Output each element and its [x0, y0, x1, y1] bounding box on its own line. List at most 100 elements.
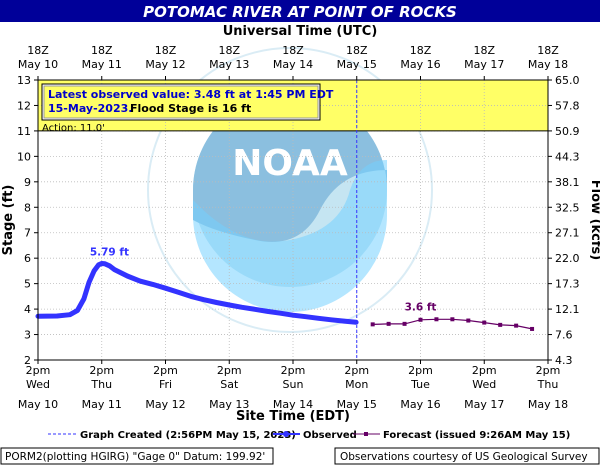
observed-point: [316, 316, 321, 321]
legend-graph-created: Graph Created (2:56PM May 15, 2023): [80, 430, 296, 441]
bottom-tick-time: 2pm: [472, 364, 497, 377]
y-right-tick-label: 38.1: [555, 176, 580, 189]
bottom-tick-time: 2pm: [153, 364, 178, 377]
top-tick-date: May 13: [209, 58, 249, 71]
top-tick-date: May 11: [82, 58, 122, 71]
data-label: 3.6 ft: [405, 301, 437, 313]
y-tick-label: 8: [24, 201, 31, 214]
top-tick-time: 18Z: [537, 44, 559, 57]
bottom-tick-date: May 13: [209, 398, 249, 411]
x-axis-title: Site Time (EDT): [236, 409, 350, 424]
y-right-tick-label: 22.0: [555, 252, 580, 265]
latest-value-date: 15-May-2023.: [48, 102, 132, 115]
forecast-point: [450, 317, 455, 322]
axes: 2 3 4 5 6 7 8 9 10 11 12 13 4.3 7.6 12.1 17.3 22.0 27.1 32…: [17, 44, 580, 411]
bottom-tick-day: Thu: [90, 378, 112, 391]
y-tick-label: 5: [24, 278, 31, 291]
observed-point: [188, 294, 194, 299]
bottom-tick-day: Sun: [283, 378, 304, 391]
legend-forecast: Forecast (issued 9:26AM May 15): [383, 430, 570, 441]
observed-point: [107, 263, 112, 269]
latest-value-box: Latest observed value: 3.48 ft at 1:45 P…: [41, 83, 334, 121]
observed-point: [176, 290, 181, 295]
footer-left-box: [0, 447, 274, 465]
bottom-tick-day: Fri: [159, 378, 172, 391]
top-tick-time: 18Z: [27, 44, 49, 57]
y-axis-right-title: Flow (kcfs): [588, 180, 600, 260]
forecast-point: [370, 322, 375, 327]
top-tick-time: 18Z: [282, 44, 304, 57]
y-right-tick-label: 65.0: [555, 74, 580, 87]
top-tick-time: 18Z: [91, 44, 113, 57]
observed-point: [137, 278, 143, 284]
legend: Graph Created (2:56PM May 15, 2023) Obse…: [48, 430, 570, 441]
forecast-point: [418, 317, 423, 322]
bottom-tick-date: May 12: [145, 398, 185, 411]
observed-point: [278, 310, 283, 316]
observed-point: [341, 318, 347, 324]
footer-datum: PORM2(plotting HGIRG) "Gage 0" Datum: 19…: [5, 451, 265, 463]
observed-point: [75, 308, 80, 313]
y-tick-label: 10: [17, 150, 31, 163]
y-right-tick-label: 44.3: [555, 150, 580, 163]
y-right-tick-label: 32.5: [555, 201, 580, 214]
bottom-tick-day: Wed: [26, 378, 50, 391]
observed-point: [201, 297, 206, 302]
y-tick-label: 12: [17, 99, 31, 112]
bottom-tick-time: 2pm: [217, 364, 242, 377]
latest-value-line: Latest observed value: 3.48 ft at 1:45 P…: [48, 88, 334, 101]
footer-right-box: [334, 447, 600, 465]
y-tick-label: 9: [24, 176, 31, 189]
bottom-tick-time: 2pm: [408, 364, 433, 377]
y-right-tick-label: 50.9: [555, 125, 580, 138]
top-tick-date: May 17: [464, 58, 504, 71]
bottom-tick-date: May 16: [400, 398, 440, 411]
bottom-tick-date: May 15: [337, 398, 377, 411]
y-right-tick-label: 57.8: [555, 99, 580, 112]
forecast-point: [386, 321, 391, 326]
y-right-tick-label: 7.6: [555, 329, 573, 342]
observed-point: [163, 286, 168, 291]
observed-point: [102, 261, 108, 266]
bottom-tick-day: Mon: [345, 378, 368, 391]
observed-point: [303, 314, 308, 319]
top-tick-time: 18Z: [410, 44, 432, 57]
action-stage-label: Action: 11.0': [42, 123, 105, 134]
top-tick-time: 18Z: [346, 44, 368, 57]
y-tick-label: 13: [17, 74, 31, 87]
observed-point: [214, 300, 219, 305]
top-tick-date: May 14: [273, 58, 313, 71]
bottom-tick-time: 2pm: [281, 364, 306, 377]
top-tick-time: 18Z: [473, 44, 495, 57]
observed-point: [86, 280, 92, 285]
observed-point: [91, 268, 97, 274]
observed-point: [81, 296, 87, 302]
bottom-tick-time: 2pm: [536, 364, 561, 377]
bottom-tick-date: May 10: [18, 398, 58, 411]
bottom-tick-time: 2pm: [89, 364, 114, 377]
svg-text:NOAA: NOAA: [232, 143, 348, 184]
forecast-point: [498, 322, 503, 327]
forecast-point: [434, 317, 439, 322]
observed-point: [67, 312, 73, 317]
observed-point: [125, 273, 130, 279]
bottom-tick-day: Wed: [472, 378, 496, 391]
top-tick-date: May 15: [337, 58, 377, 71]
bottom-tick-date: May 14: [273, 398, 313, 411]
legend-forecast-marker: [364, 432, 368, 436]
top-tick-date: May 16: [400, 58, 440, 71]
y-tick-label: 7: [24, 227, 31, 240]
y-right-tick-label: 17.3: [555, 278, 580, 291]
data-label: 5.79 ft: [90, 247, 129, 259]
observed-point: [150, 282, 155, 287]
legend-observed: Observed: [303, 430, 357, 441]
y-right-tick-label: 12.1: [555, 303, 580, 316]
y-tick-label: 2: [24, 354, 31, 367]
series-layer: 5.79 ft 3.6 ft: [35, 247, 535, 331]
flood-stage-text: Flood Stage is 16 ft: [130, 102, 251, 115]
chart-title: POTOMAC RIVER AT POINT OF ROCKS: [143, 3, 457, 21]
bottom-tick-date: May 11: [82, 398, 122, 411]
observed-point: [99, 261, 104, 266]
observed-point: [252, 307, 257, 312]
